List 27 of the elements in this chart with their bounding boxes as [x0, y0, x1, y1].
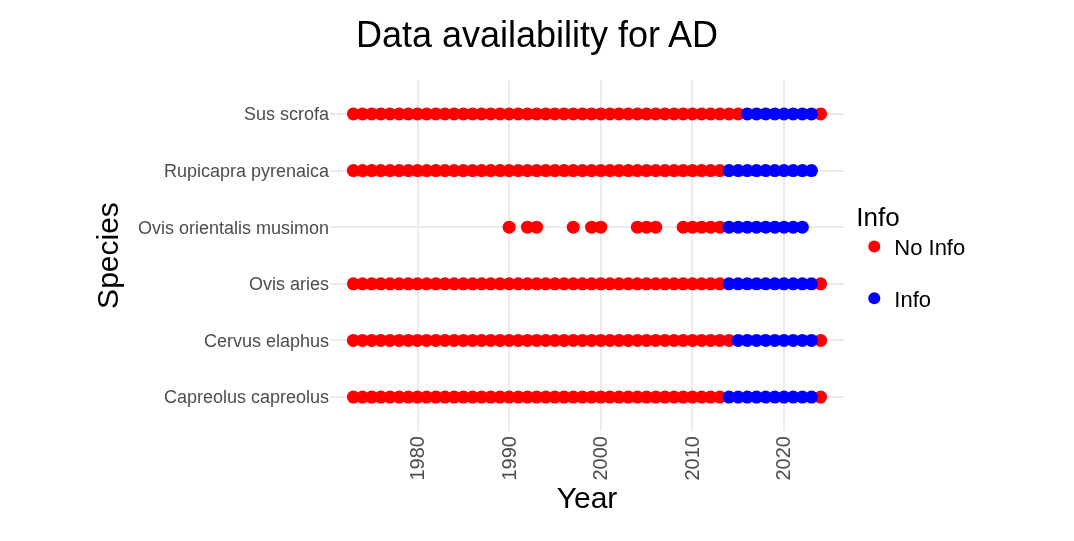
- point: [795, 220, 809, 234]
- point: [502, 220, 516, 234]
- chart-title: Data availability for AD: [355, 13, 719, 55]
- x-tick-label: 2000: [589, 436, 612, 481]
- y-tick-label: Sus scrofa: [243, 104, 330, 125]
- x-tick-label: 1990: [497, 436, 520, 481]
- x-tick-label: 2010: [680, 436, 703, 481]
- point: [594, 220, 608, 234]
- y-tick-label: Ovis orientalis musimon: [137, 217, 329, 238]
- x-tick-label: 2020: [772, 436, 795, 481]
- y-tick-label: Rupicapra pyrenaica: [163, 160, 330, 181]
- y-tick-label: Cervus elaphus: [203, 330, 329, 351]
- x-axis-title: Year: [556, 480, 618, 514]
- point: [804, 107, 818, 121]
- point: [804, 277, 818, 291]
- point: [804, 390, 818, 404]
- point: [804, 333, 818, 347]
- y-tick-label: Capreolus capreolus: [163, 387, 329, 408]
- point: [566, 220, 580, 234]
- legend-title: Info: [856, 201, 900, 232]
- y-tick-label: Ovis aries: [248, 274, 329, 295]
- legend-label: Info: [894, 286, 931, 312]
- point: [530, 220, 544, 234]
- point: [649, 220, 663, 234]
- x-tick-label: 1980: [406, 436, 428, 481]
- legend-label: No Info: [894, 235, 966, 261]
- y-axis-title: Species: [90, 202, 124, 309]
